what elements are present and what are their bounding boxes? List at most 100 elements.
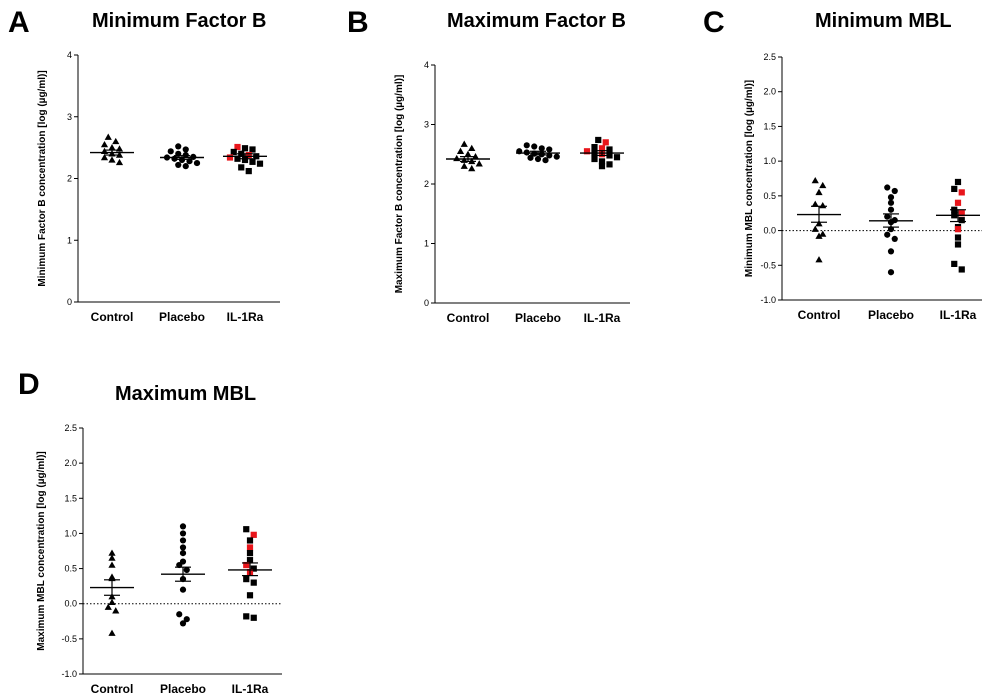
- panel-a-data-point-placebo: [171, 155, 178, 162]
- panel-c-data-point-il-1ra: [958, 266, 965, 273]
- panel-b-data-point-placebo: [546, 152, 553, 159]
- panel-b-data-point-placebo: [531, 143, 538, 150]
- panel-c-y-tick-label: 0.5: [763, 191, 776, 201]
- panel-b-x-category-label: IL-1Ra: [584, 311, 621, 325]
- panel-d-y-tick-label: 2.5: [64, 423, 77, 433]
- panel-b-data-point-placebo: [534, 155, 542, 163]
- panel-d-y-tick-label: -1.0: [61, 669, 77, 679]
- panel-c-y-tick-label: 1.5: [763, 121, 776, 131]
- panel-a-x-category-label: IL-1Ra: [227, 310, 264, 324]
- panel-letter-a: A: [8, 6, 30, 39]
- panel-d-data-point-il-1ra: [250, 579, 257, 586]
- panel-d-y-tick-label: 1.5: [64, 493, 77, 503]
- panel-b-data-point-il-1ra: [598, 158, 606, 165]
- panel-d-data-point-il-1ra: [243, 576, 250, 583]
- panel-c-data-point-control: [819, 201, 827, 209]
- panel-b-data-point-placebo: [523, 142, 530, 149]
- panel-c-x-category-label: Control: [798, 308, 841, 322]
- panel-a-data-point-il-1ra: [245, 151, 252, 159]
- panel-c-data-point-placebo: [884, 231, 891, 238]
- panel-a-y-tick-label: 4: [67, 50, 72, 60]
- panel-title-d: Maximum MBL: [115, 383, 257, 405]
- panel-c-data-point-il-1ra: [954, 241, 962, 248]
- panel-title-a: Minimum Factor B: [92, 10, 267, 32]
- panel-a-data-point-il-1ra: [238, 164, 245, 171]
- panel-c-data-point-placebo: [887, 269, 895, 276]
- panel-c-data-point-il-1ra: [954, 178, 962, 186]
- panel-a-data-point-placebo: [182, 151, 189, 159]
- panel-b-y-tick-label: 0: [424, 298, 429, 308]
- panel-c-data-point-il-1ra: [951, 260, 958, 267]
- panel-title-c: Minimum MBL: [815, 10, 952, 32]
- panel-a-y-tick-label: 0: [67, 297, 72, 307]
- panel-b-data-point-control: [460, 140, 468, 147]
- panel-d-y-tick-label: 2.0: [64, 458, 77, 468]
- panel-d-y-tick-label: 0.5: [64, 564, 77, 574]
- panel-a-data-point-il-1ra: [249, 158, 256, 165]
- panel-c-y-tick-label: -1.0: [760, 295, 776, 305]
- panel-b-y-tick-label: 3: [424, 120, 429, 130]
- panel-d-data-point-il-1ra: [243, 561, 250, 569]
- panel-a-data-point-control: [115, 158, 124, 166]
- panel-c-data-point-placebo: [887, 194, 895, 201]
- panel-c-data-point-il-1ra: [958, 210, 965, 217]
- panel-d-data-point-il-1ra: [246, 592, 254, 599]
- panel-a-data-point-il-1ra: [245, 167, 252, 175]
- panel-a-x-category-label: Placebo: [159, 310, 205, 324]
- panel-c-data-point-placebo: [887, 199, 895, 206]
- panel-c-data-point-il-1ra: [954, 226, 962, 233]
- panel-d-data-point-control: [108, 593, 116, 600]
- panel-c-y-tick-label: 2.5: [763, 52, 776, 62]
- panel-c-data-point-control: [811, 176, 819, 184]
- panel-b-y-axis-label: Maximum Factor B concentration [log (µg/…: [394, 75, 405, 294]
- panel-c-data-point-control: [819, 181, 827, 189]
- panel-c-data-point-control: [811, 200, 819, 207]
- panel-b-data-point-il-1ra: [583, 148, 591, 155]
- panel-a-data-point-control: [100, 140, 109, 148]
- panel-letter-c: C: [703, 6, 725, 39]
- panel-d-data-point-control: [108, 554, 116, 561]
- panel-c-data-point-il-1ra: [954, 234, 962, 241]
- panel-d-data-point-placebo: [179, 537, 187, 544]
- panel-b-data-point-il-1ra: [602, 139, 609, 146]
- panel-a-data-point-il-1ra: [226, 154, 234, 161]
- panel-c-data-point-control: [815, 188, 823, 196]
- panel-d-data-point-il-1ra: [246, 537, 254, 544]
- panel-d-data-point-placebo: [176, 611, 183, 618]
- panel-a-data-point-il-1ra: [230, 148, 237, 156]
- panel-a-y-tick-label: 3: [67, 112, 72, 122]
- panel-a-data-point-placebo: [182, 163, 189, 170]
- panel-d-data-point-il-1ra: [246, 544, 254, 551]
- panel-d-x-category-label: Control: [91, 682, 134, 696]
- panel-d-data-point-placebo: [183, 566, 190, 574]
- panel-b-y-tick-label: 2: [424, 179, 429, 189]
- panel-a-y-tick-label: 2: [67, 174, 72, 184]
- panel-c-y-tick-label: 0.0: [763, 226, 776, 236]
- panel-c-data-point-placebo: [891, 187, 898, 195]
- panel-a-data-point-control: [108, 144, 116, 151]
- panel-b-data-point-control: [464, 150, 472, 157]
- panel-b-data-point-control: [460, 162, 468, 169]
- panel-a-x-category-label: Control: [91, 310, 134, 324]
- panel-c-y-tick-label: 1.0: [763, 156, 776, 166]
- panel-c-data-point-placebo: [884, 213, 891, 220]
- panel-b-x-category-label: Placebo: [515, 311, 561, 325]
- panel-c-data-point-il-1ra: [958, 217, 965, 224]
- panel-d-data-point-control: [108, 549, 116, 556]
- panel-d-data-point-placebo: [179, 530, 187, 537]
- panel-b-data-point-il-1ra: [613, 154, 621, 161]
- panel-c-y-axis-label: Minimum MBL concentration [log (µg/ml)]: [744, 80, 755, 277]
- panel-d-data-point-control: [104, 603, 112, 610]
- panel-c-data-point-control: [815, 232, 823, 239]
- panel-b-data-point-il-1ra: [595, 136, 602, 144]
- panel-b-data-point-il-1ra: [598, 145, 606, 152]
- panel-d-data-point-control: [108, 561, 116, 568]
- panel-d-data-point-il-1ra: [243, 526, 250, 533]
- panel-c-data-point-control: [815, 220, 823, 227]
- panel-c-x-category-label: Placebo: [868, 308, 914, 322]
- panel-a-data-point-control: [100, 153, 109, 161]
- panel-c-data-point-placebo: [884, 184, 891, 191]
- panel-a-data-point-il-1ra: [241, 145, 249, 152]
- panel-b-data-point-placebo: [542, 157, 549, 164]
